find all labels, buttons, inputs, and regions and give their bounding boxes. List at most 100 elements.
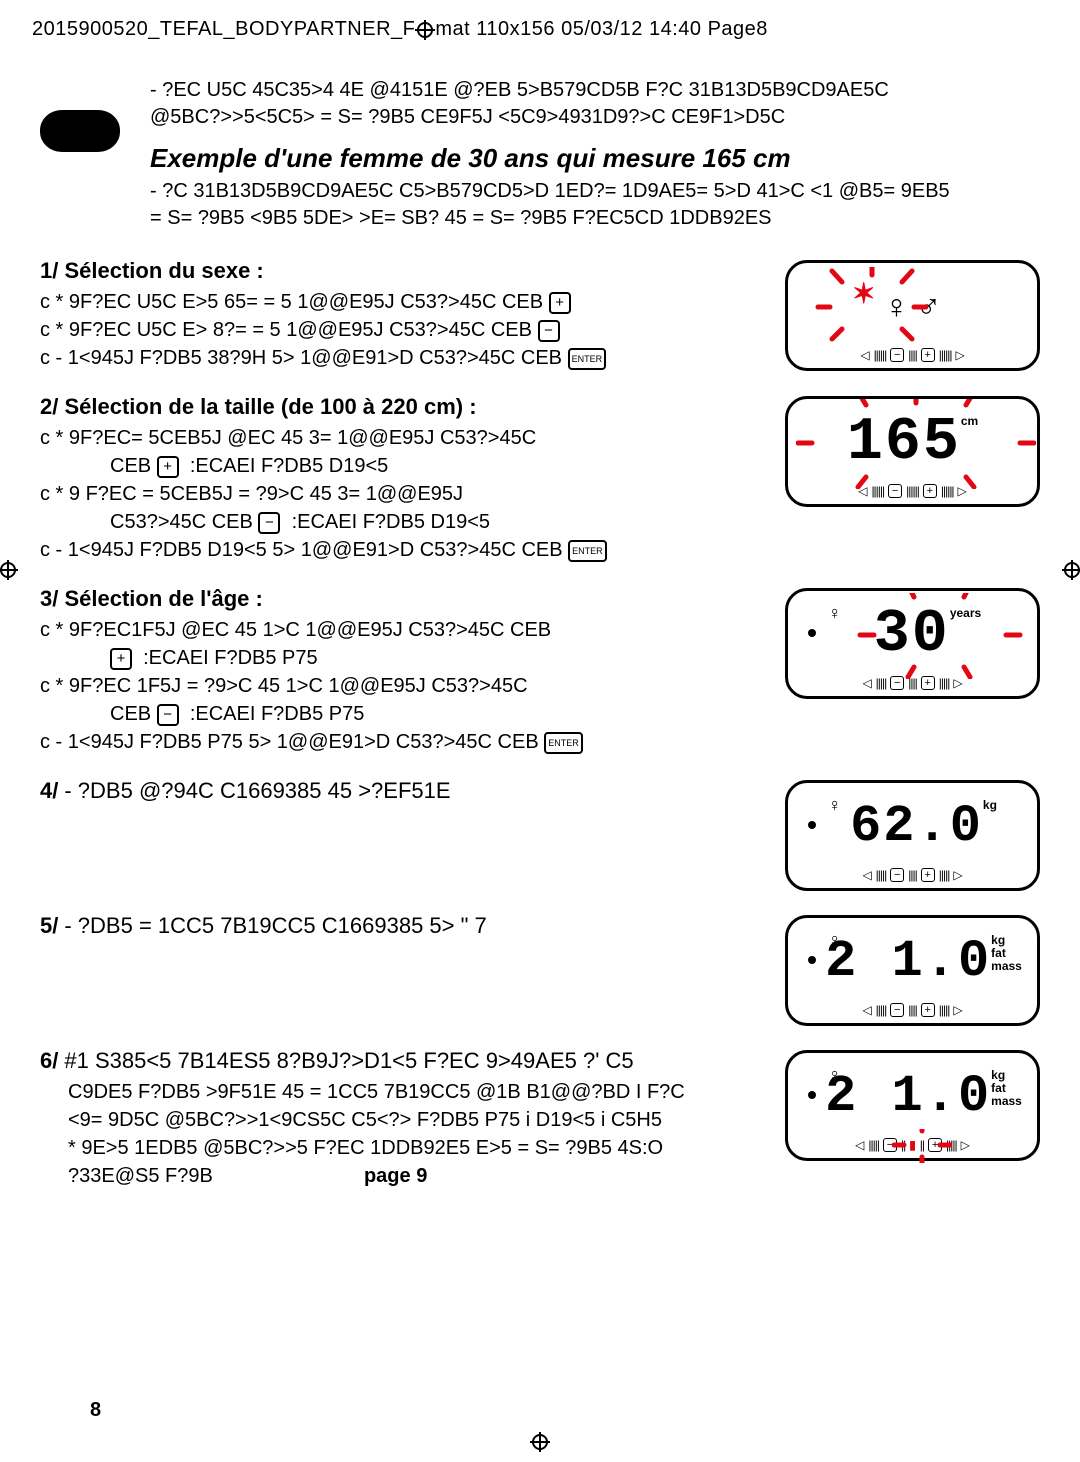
text: c - 1<945J F?DB5 D19<5 5> 1@@E91>D C53?>…: [40, 539, 563, 561]
section-heading: 5/ - ?DB5 = 1CC5 7B19CC5 C1669385 5> " 7: [40, 913, 775, 939]
plus-button-icon: +: [921, 1003, 935, 1017]
body-line: CEB + :ECAEI F?DB5 D19<5: [110, 452, 775, 480]
right-arrow-icon: ▷: [953, 1003, 962, 1017]
plus-button-icon: +: [549, 292, 571, 314]
body-line: C53?>45C CEB − :ECAEI F?DB5 D19<5: [110, 508, 775, 536]
body-line: * 9E>5 1EDB5 @5BC?>>5 F?EC 1DDB92E5 E>5 …: [68, 1134, 775, 1162]
section-5: 5/ - ?DB5 = 1CC5 7B19CC5 C1669385 5> " 7…: [40, 913, 1040, 1026]
heading-number: 4/: [40, 778, 58, 804]
blink-burst-icon: [834, 593, 1034, 679]
ticks-icon: ||||: [908, 868, 916, 882]
ticks-icon: |||||: [939, 1003, 950, 1017]
heading-text: - ?DB5 = 1CC5 7B19CC5 C1669385 5> " 7: [64, 913, 486, 939]
scale-button-row: ◁ ||||| − |||| + ||||| ▷: [794, 867, 1031, 884]
left-arrow-icon: ◁: [860, 348, 869, 362]
memory-dot-icon: [808, 821, 816, 829]
left-arrow-icon: ◁: [855, 1138, 864, 1152]
blink-burst-icon: [796, 399, 1036, 489]
section-3: 3/ Sélection de l'âge : c * 9F?EC1F5J @E…: [40, 586, 1040, 756]
manual-page: 2015900520_TEFAL_BODYPARTNER_F mat 110x15…: [0, 0, 1080, 1462]
unit-line: mass: [991, 960, 1022, 973]
section-heading: 1/ Sélection du sexe :: [40, 258, 775, 284]
right-arrow-icon: ▷: [953, 868, 962, 882]
example-title: Exemple d'une femme de 30 ans qui mesure…: [150, 143, 1040, 174]
intro-line: @5BC?>>5<5C5> = S= ?9B5 CE9F5J <5C9>4931…: [150, 104, 1040, 131]
plus-button-icon: +: [921, 348, 935, 362]
blink-burst-icon: [892, 1129, 952, 1163]
body-line: c * 9F?EC U5C E>5 65= = 5 1@@E95J C53?>4…: [40, 288, 775, 316]
print-header-text-b: mat 110x156 05/03/12 14:40 Page8: [435, 18, 768, 40]
text: C53?>45C CEB: [110, 511, 253, 533]
section-6: 6/ #1 S385<5 7B14ES5 8?B9J?>D1<5 F?EC 9>…: [40, 1048, 1040, 1190]
print-header: 2015900520_TEFAL_BODYPARTNER_F mat 110x15…: [0, 0, 1080, 47]
body-line: + :ECAEI F?DB5 P75: [110, 644, 775, 672]
section-4: 4/ - ?DB5 @?94C C1669385 45 >?EF51E ♀ 62…: [40, 778, 1040, 891]
ticks-icon: ||||||: [874, 348, 887, 362]
scale-button-row: ◁ ||||| − || ▮ || + ||||| ▷: [794, 1137, 1031, 1154]
heading-number: 6/: [40, 1048, 58, 1074]
intro-paragraph: - ?EC U5C 45C35>4 4E @4151E @?EB 5>B579C…: [150, 77, 1040, 131]
body-line: CEB − :ECAEI F?DB5 P75: [110, 700, 775, 728]
section-heading: 6/ #1 S385<5 7B14ES5 8?B9J?>D1<5 F?EC 9>…: [40, 1048, 775, 1074]
ticks-icon: ||||||: [939, 348, 952, 362]
display-unit: kg fat mass: [991, 1069, 1022, 1109]
text: CEB: [110, 703, 151, 725]
language-badge: [40, 110, 120, 152]
person-icon: ♀: [828, 930, 842, 951]
display-value: 2 1.0: [825, 936, 991, 988]
person-icon: ♀: [828, 1065, 842, 1086]
section-heading: 2/ Sélection de la taille (de 100 à 220 …: [40, 394, 775, 420]
selected-star-icon: ✶: [852, 277, 875, 310]
print-header-text-a: 2015900520_TEFAL_BODYPARTNER_F: [32, 18, 415, 40]
body-line: <9= 9D5C @5BC?>>1<9CS5C C5<?> F?DB5 P75 …: [68, 1106, 775, 1134]
intro2-paragraph: - ?C 31B13D5B9CD9AE5C C5>B579CD5>D 1ED?=…: [150, 178, 1040, 232]
left-arrow-icon: ◁: [862, 868, 871, 882]
enter-button-icon: ENTER: [568, 540, 607, 562]
text: :ECAEI F?DB5 D19<5: [190, 455, 388, 477]
memory-dot-icon: [808, 956, 816, 964]
ticks-icon: |||||: [876, 1003, 887, 1017]
intro-line: - ?C 31B13D5B9CD9AE5C C5>B579CD5>D 1ED?=…: [150, 178, 1040, 205]
heading-text: - ?DB5 @?94C C1669385 45 >?EF51E: [64, 778, 450, 804]
page-number: 8: [90, 1399, 101, 1422]
registration-mark-icon: [415, 20, 435, 40]
text: c * 9F?EC U5C E>5 65= = 5 1@@E95J C53?>4…: [40, 291, 543, 313]
page-reference: page 9: [364, 1165, 427, 1187]
section-2: 2/ Sélection de la taille (de 100 à 220 …: [40, 394, 1040, 564]
minus-button-icon: −: [890, 868, 904, 882]
body-line: ?33E@S5 F?9B page 9: [68, 1162, 775, 1190]
page-content: - ?EC U5C 45C35>4 4E @4151E @?EB 5>B579C…: [0, 47, 1080, 1190]
ticks-icon: |||||: [939, 868, 950, 882]
body-line: C9DE5 F?DB5 >9F51E 45 = 1CC5 7B19CC5 @1B…: [68, 1078, 775, 1106]
scale-display-sex: ♀ ♂ ✶ ◁ |||||| − |||| + |||||| ▷: [785, 260, 1040, 371]
section-heading: 3/ Sélection de l'âge :: [40, 586, 775, 612]
minus-button-icon: −: [538, 320, 560, 342]
minus-button-icon: −: [157, 704, 179, 726]
plus-button-icon: +: [157, 456, 179, 478]
left-arrow-icon: ◁: [862, 1003, 871, 1017]
ticks-icon: |||||: [876, 868, 887, 882]
heading-number: 5/: [40, 913, 58, 939]
scale-display-graduated: ♀ 2 1.0 kg fat mass ◁ ||||| − || ▮ || +: [785, 1050, 1040, 1161]
ticks-icon: ||||: [908, 1003, 916, 1017]
body-line: c - 1<945J F?DB5 38?9H 5> 1@@E91>D C53?>…: [40, 344, 775, 372]
ticks-icon: ||||: [908, 348, 916, 362]
minus-button-icon: −: [258, 512, 280, 534]
text: CEB: [110, 455, 151, 477]
body-line: c - 1<945J F?DB5 D19<5 5> 1@@E91>D C53?>…: [40, 536, 775, 564]
display-unit: kg: [983, 799, 997, 812]
memory-dot-icon: [808, 1091, 816, 1099]
display-value: 2 1.0: [825, 1071, 991, 1123]
enter-button-icon: ENTER: [544, 732, 583, 754]
body-line: c * 9F?EC U5C E> 8?= = 5 1@@E95J C53?>45…: [40, 316, 775, 344]
minus-button-icon: −: [890, 1003, 904, 1017]
text: :ECAEI F?DB5 P75: [190, 703, 365, 725]
display-value: 62.0: [850, 801, 983, 853]
person-icon: ♀: [828, 795, 842, 816]
text: ?33E@S5 F?9B: [68, 1165, 213, 1187]
enter-button-icon: ENTER: [568, 348, 607, 370]
scale-button-row: ◁ |||||| − |||| + |||||| ▷: [794, 347, 1031, 364]
body-line: c * 9F?EC= 5CEB5J @EC 45 3= 1@@E95J C53?…: [40, 424, 775, 452]
heading-text: #1 S385<5 7B14ES5 8?B9J?>D1<5 F?EC 9>49A…: [64, 1048, 633, 1074]
scale-display-age: ♀ 30 years ◁: [785, 588, 1040, 699]
